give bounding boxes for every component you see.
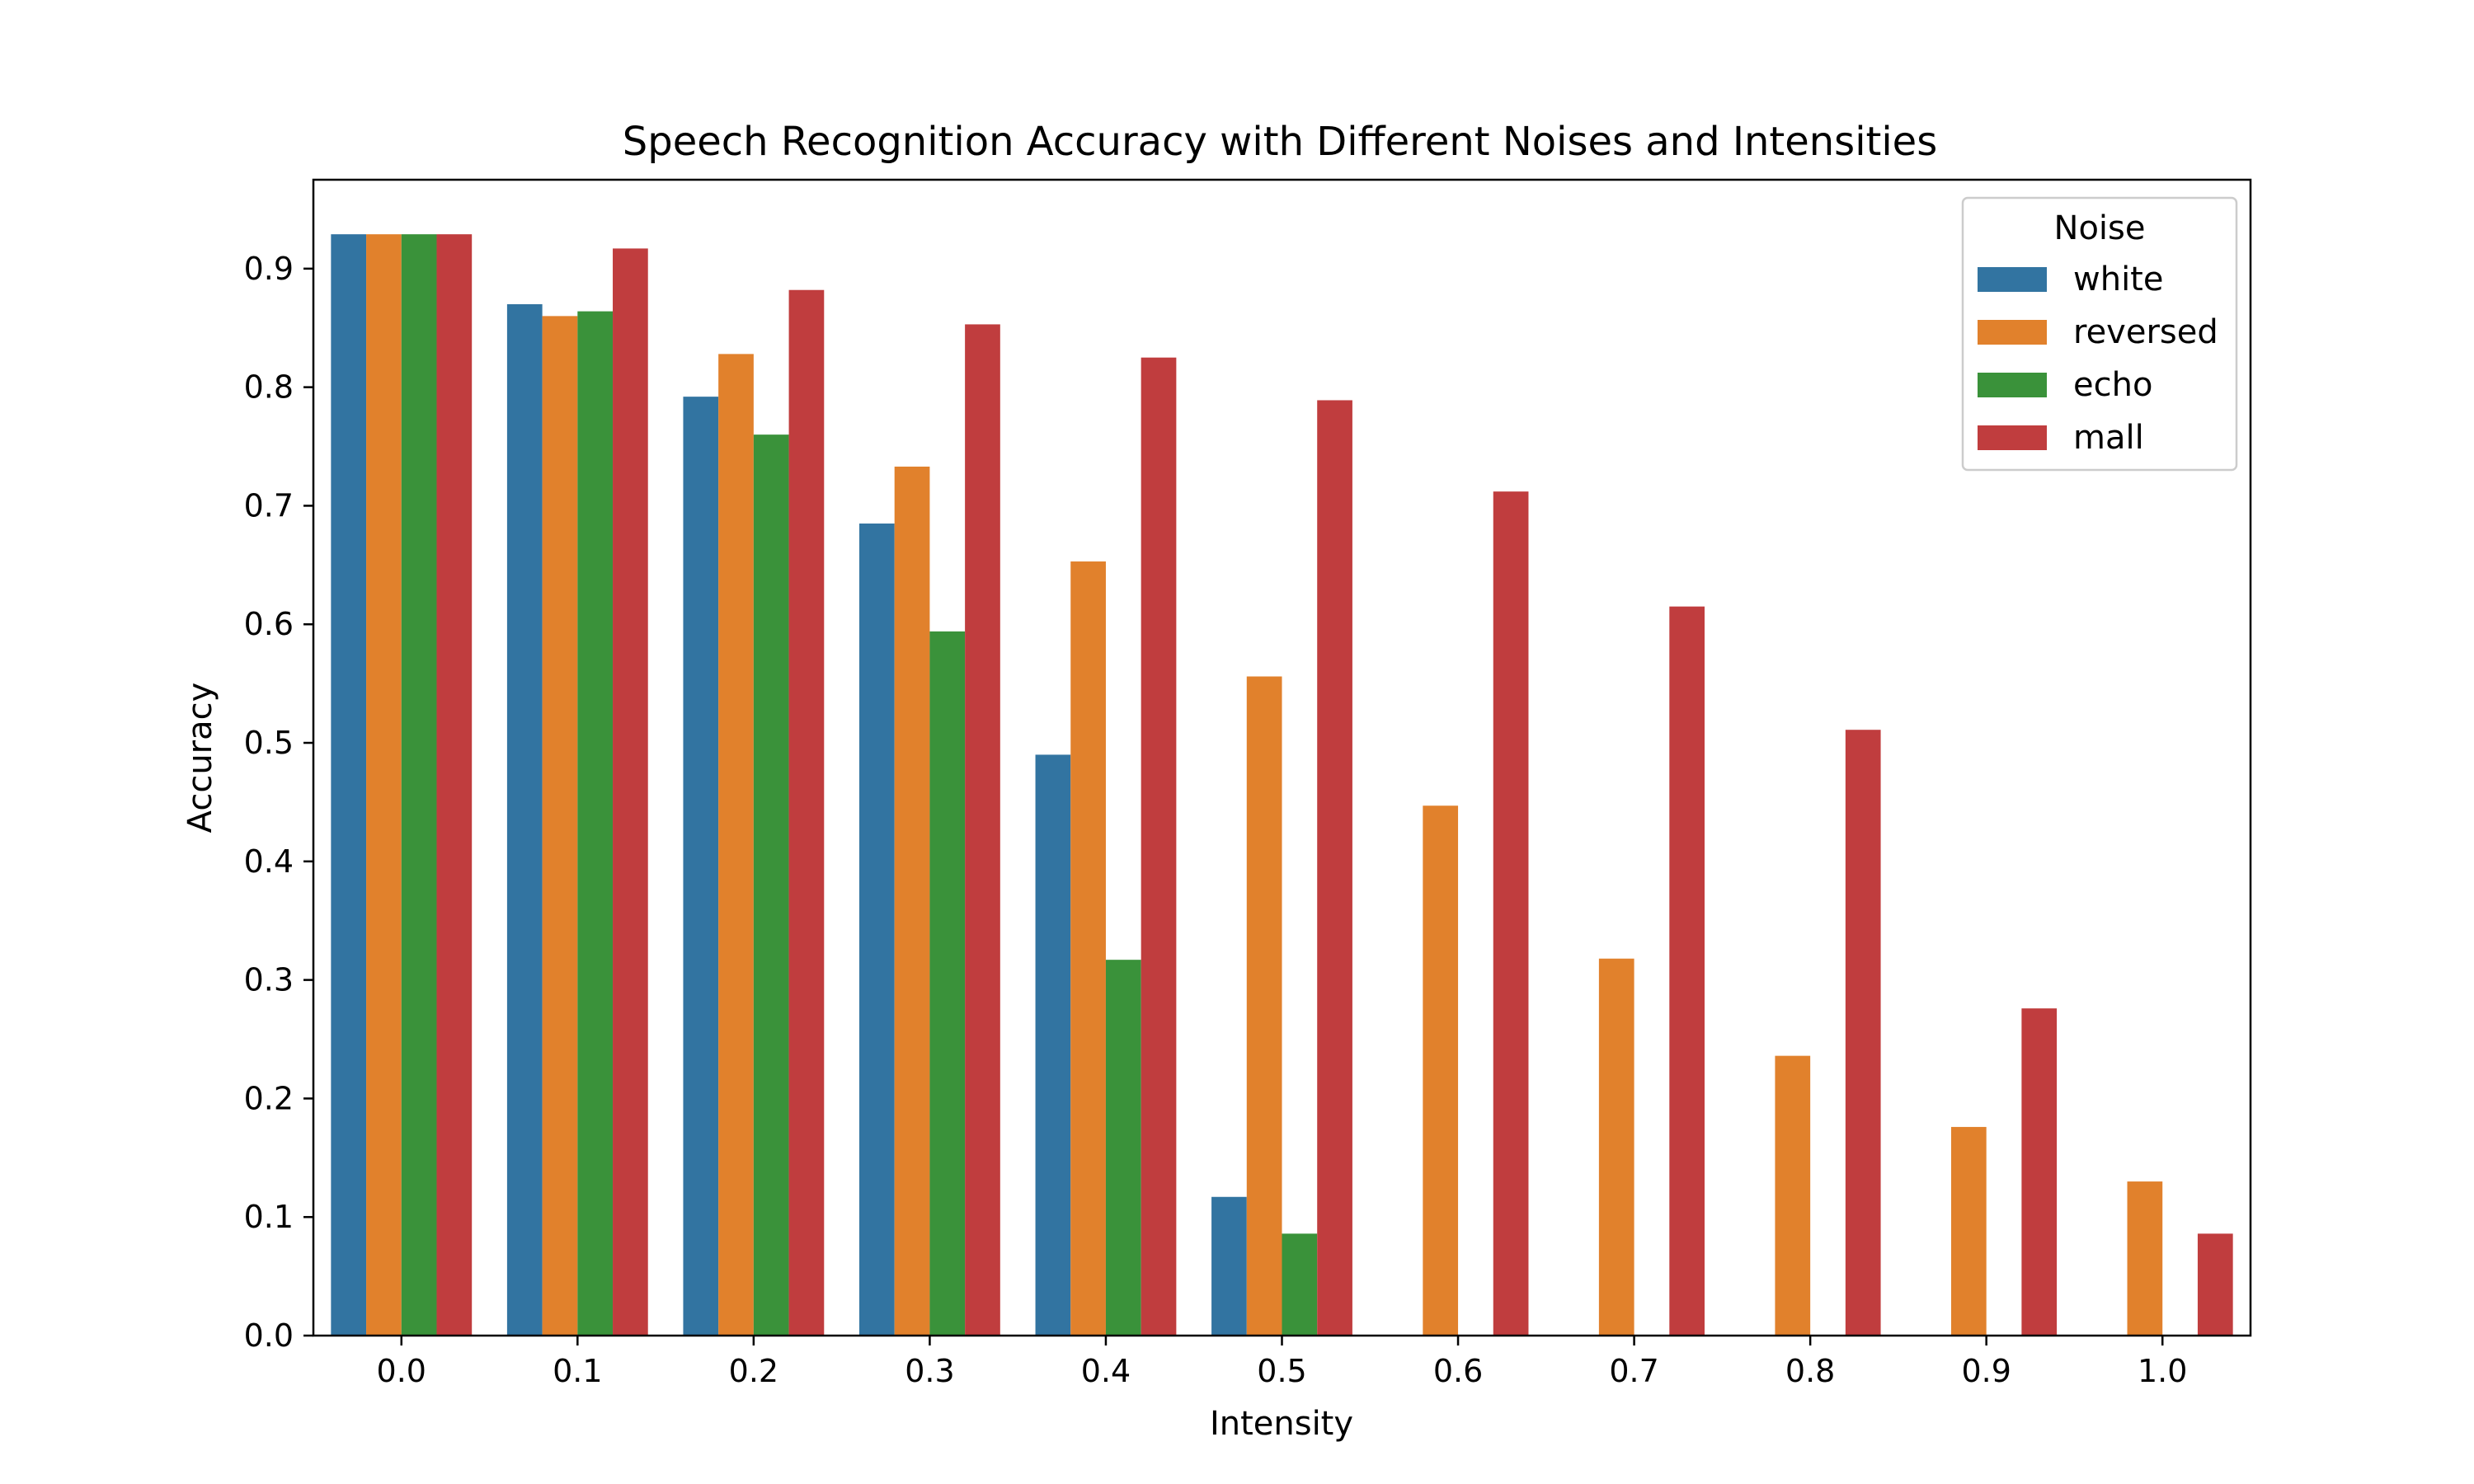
legend-swatch-echo <box>1978 373 2047 397</box>
x-tick-label-0.0: 0.0 <box>377 1353 426 1389</box>
bar-echo-0.2 <box>753 434 789 1336</box>
y-tick-label-0.2: 0.2 <box>244 1080 294 1116</box>
bar-mall-0.4 <box>1141 357 1177 1336</box>
bar-echo-0.0 <box>401 234 437 1336</box>
x-tick-label-0.6: 0.6 <box>1433 1353 1483 1389</box>
legend-title: Noise <box>2054 209 2146 247</box>
bar-reversed-0.2 <box>718 354 754 1336</box>
x-tick-label-1.0: 1.0 <box>2138 1353 2187 1389</box>
legend: Noise white reversed echo mall <box>1961 196 2238 472</box>
bar-reversed-0.7 <box>1598 958 1634 1336</box>
bar-mall-0.2 <box>788 289 825 1336</box>
bar-mall-0.5 <box>1317 400 1352 1336</box>
bar-white-0.2 <box>683 397 719 1336</box>
y-tick-label-0.8: 0.8 <box>244 369 294 406</box>
bar-white-0.3 <box>858 524 895 1336</box>
chart-title: Speech Recognition Accuracy with Differe… <box>623 119 1937 165</box>
legend-box <box>1961 196 2238 472</box>
bar-mall-0.0 <box>436 234 473 1336</box>
bar-white-0.1 <box>506 303 543 1336</box>
plot-frame <box>312 178 2252 1337</box>
legend-swatch-reversed <box>1978 320 2047 345</box>
x-axis-ticks: 0.0 0.1 0.2 0.3 0.4 0.5 0.6 0.7 0.8 0.9 1.0 <box>377 1336 2187 1389</box>
bar-mall-0.6 <box>1493 491 1529 1336</box>
bar-reversed-0.9 <box>1950 1126 1987 1336</box>
y-tick-label-0.4: 0.4 <box>244 843 294 880</box>
x-tick-label-0.1: 0.1 <box>553 1353 602 1389</box>
bar-reversed-0.4 <box>1070 561 1106 1336</box>
x-tick-label-0.9: 0.9 <box>1961 1353 2011 1389</box>
bar-echo-0.5 <box>1282 1233 1318 1336</box>
x-tick-label-0.2: 0.2 <box>729 1353 778 1389</box>
bar-reversed-0.5 <box>1246 676 1282 1336</box>
x-tick-label-0.3: 0.3 <box>905 1353 954 1389</box>
x-tick-label-0.8: 0.8 <box>1785 1353 1835 1389</box>
bars-group <box>331 234 2233 1336</box>
y-tick-label-0.9: 0.9 <box>244 251 294 287</box>
bar-mall-0.8 <box>1845 730 1881 1336</box>
bar-reversed-0.3 <box>894 466 930 1336</box>
bar-reversed-0.6 <box>1423 805 1459 1336</box>
y-tick-label-0.3: 0.3 <box>244 962 294 998</box>
bar-mall-0.7 <box>1669 606 1705 1336</box>
x-tick-label-0.5: 0.5 <box>1257 1353 1306 1389</box>
bar-reversed-1.0 <box>2127 1181 2163 1336</box>
legend-label-white: white <box>2073 261 2163 298</box>
bar-white-0.0 <box>331 234 367 1336</box>
bar-mall-0.1 <box>613 248 648 1336</box>
y-tick-label-0.7: 0.7 <box>244 487 294 524</box>
y-axis-ticks: 0.0 0.1 0.2 0.3 0.4 0.5 0.6 0.7 0.8 0.9 <box>244 251 313 1354</box>
bar-reversed-0.8 <box>1775 1055 1811 1336</box>
legend-label-echo: echo <box>2073 366 2152 404</box>
legend-swatch-white <box>1978 267 2047 292</box>
bar-white-0.4 <box>1035 754 1071 1336</box>
bar-reversed-0.0 <box>366 234 402 1336</box>
bar-mall-0.9 <box>2021 1008 2058 1336</box>
y-axis-label: Accuracy <box>181 683 219 834</box>
legend-label-reversed: reversed <box>2073 313 2218 351</box>
bar-echo-0.1 <box>577 311 614 1336</box>
bar-white-0.5 <box>1211 1196 1247 1336</box>
bar-mall-1.0 <box>2197 1233 2233 1336</box>
bar-echo-0.4 <box>1105 960 1141 1336</box>
legend-swatch-mall <box>1978 425 2047 450</box>
y-tick-label-0.6: 0.6 <box>244 606 294 642</box>
bar-reversed-0.1 <box>542 316 578 1336</box>
y-tick-label-0.1: 0.1 <box>244 1199 294 1235</box>
bar-echo-0.3 <box>929 631 966 1336</box>
y-tick-label-0.0: 0.0 <box>244 1317 294 1354</box>
x-tick-label-0.7: 0.7 <box>1609 1353 1658 1389</box>
x-tick-label-0.4: 0.4 <box>1081 1353 1131 1389</box>
y-tick-label-0.5: 0.5 <box>244 725 294 761</box>
x-axis-label: Intensity <box>1210 1405 1353 1443</box>
bar-mall-0.3 <box>965 324 1000 1336</box>
legend-label-mall: mall <box>2073 419 2144 457</box>
